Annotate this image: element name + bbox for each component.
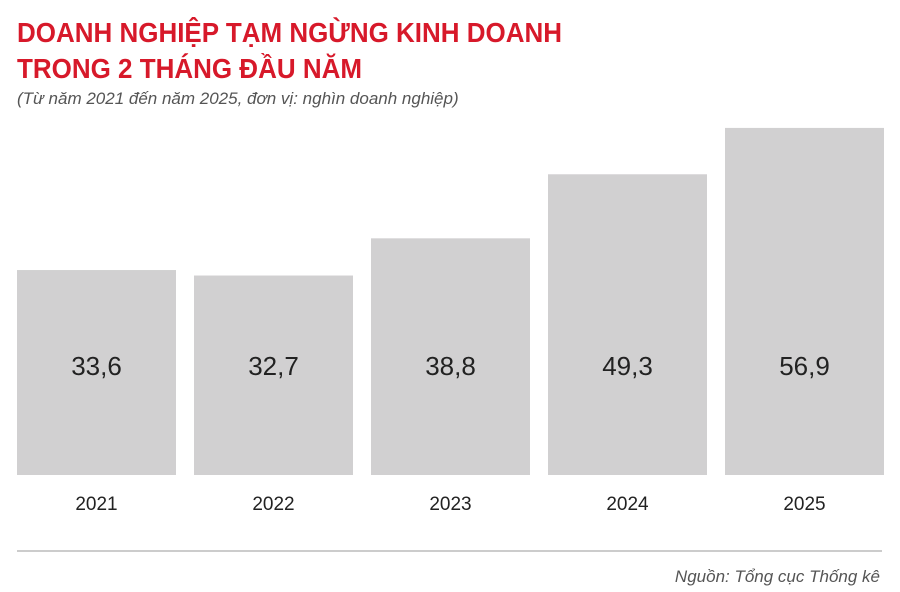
value-label: 33,6 <box>71 351 122 381</box>
value-label: 56,9 <box>779 351 830 381</box>
x-tick-label: 2023 <box>429 494 471 515</box>
bar <box>17 270 176 475</box>
x-tick-label: 2021 <box>75 494 117 515</box>
value-label: 38,8 <box>425 351 476 381</box>
x-tick-label: 2025 <box>783 494 825 515</box>
bar <box>548 174 707 475</box>
value-label: 32,7 <box>248 351 299 381</box>
bar <box>725 127 884 475</box>
chart-title: TRONG 2 THÁNG ĐẦU NĂM <box>17 53 362 84</box>
bar <box>371 238 530 475</box>
chart-subtitle: (Từ năm 2021 đến năm 2025, đơn vị: nghìn… <box>17 89 459 108</box>
value-label: 49,3 <box>602 351 653 381</box>
bar <box>194 275 353 475</box>
x-tick-label: 2024 <box>606 494 649 515</box>
chart-title: DOANH NGHIỆP TẠM NGỪNG KINH DOANH <box>17 17 562 48</box>
x-tick-label: 2022 <box>252 494 294 515</box>
source: Nguồn: Tổng cục Thống kê <box>675 567 880 586</box>
